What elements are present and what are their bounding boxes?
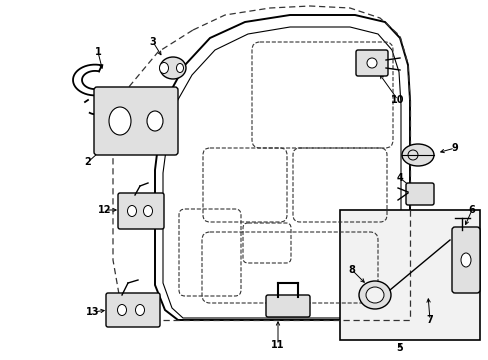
Text: 5: 5: [396, 343, 403, 353]
Text: 10: 10: [390, 95, 404, 105]
Text: 9: 9: [451, 143, 457, 153]
Text: 11: 11: [271, 340, 284, 350]
Text: 8: 8: [348, 265, 355, 275]
FancyBboxPatch shape: [355, 50, 387, 76]
FancyBboxPatch shape: [451, 227, 479, 293]
Ellipse shape: [358, 281, 390, 309]
Text: 6: 6: [468, 205, 474, 215]
Ellipse shape: [127, 206, 136, 216]
Text: 4: 4: [396, 173, 403, 183]
Ellipse shape: [143, 206, 152, 216]
Ellipse shape: [159, 63, 168, 73]
Ellipse shape: [365, 287, 383, 303]
FancyBboxPatch shape: [405, 183, 433, 205]
Text: 12: 12: [98, 205, 112, 215]
Ellipse shape: [401, 144, 433, 166]
Text: 7: 7: [426, 315, 432, 325]
Ellipse shape: [366, 58, 376, 68]
Text: 1: 1: [95, 47, 101, 57]
FancyBboxPatch shape: [94, 87, 178, 155]
FancyBboxPatch shape: [339, 210, 479, 340]
FancyBboxPatch shape: [106, 293, 160, 327]
Text: 13: 13: [86, 307, 100, 317]
Ellipse shape: [117, 305, 126, 315]
Ellipse shape: [135, 305, 144, 315]
FancyBboxPatch shape: [265, 295, 309, 317]
Text: 3: 3: [149, 37, 156, 47]
Ellipse shape: [460, 253, 470, 267]
Ellipse shape: [160, 57, 185, 79]
Ellipse shape: [109, 107, 131, 135]
FancyBboxPatch shape: [118, 193, 163, 229]
Ellipse shape: [147, 111, 163, 131]
Ellipse shape: [176, 63, 183, 72]
Text: 2: 2: [84, 157, 91, 167]
